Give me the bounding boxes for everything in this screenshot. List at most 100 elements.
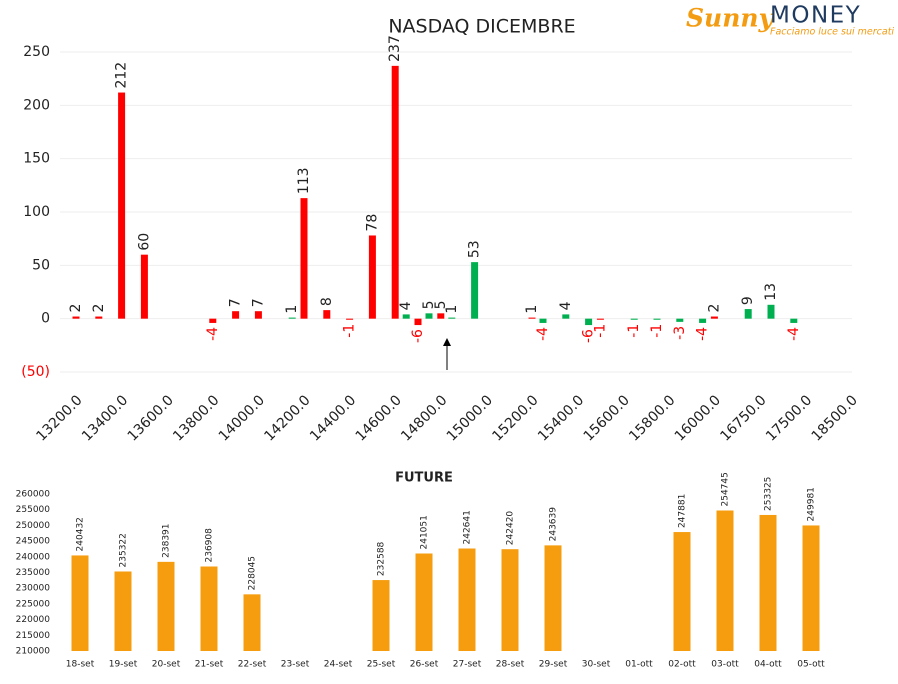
value-label: 235322	[119, 533, 129, 567]
y-tick-label: 210000	[16, 647, 51, 657]
y-tick-label: 250000	[16, 521, 51, 531]
logo-brand: Sunny	[686, 4, 775, 33]
value-label: 5	[421, 300, 437, 309]
value-label: 237	[387, 35, 403, 62]
bar	[415, 553, 433, 651]
value-label: 2	[68, 304, 84, 313]
value-label: 2	[706, 304, 722, 313]
value-label: -1	[342, 324, 358, 338]
value-label: -4	[786, 327, 802, 341]
value-label: 7	[228, 298, 244, 307]
bar	[414, 318, 422, 326]
bar	[744, 309, 752, 319]
x-tick-label: 18-set	[66, 660, 95, 670]
logo: Sunny MONEY Facciamo luce sui mercati	[686, 3, 894, 38]
value-label: 1	[524, 305, 540, 314]
x-tick-label: 18500.0	[809, 392, 861, 444]
bar	[471, 262, 479, 319]
value-label: -6	[581, 329, 597, 343]
bar	[676, 318, 684, 322]
value-label: 253325	[764, 477, 774, 511]
value-label: 113	[296, 167, 312, 194]
value-label: 7	[250, 298, 266, 307]
y-tick-label: (50)	[21, 364, 50, 380]
y-tick-label: 150	[23, 151, 50, 167]
value-label: 78	[364, 214, 380, 232]
bar	[243, 594, 261, 651]
logo-tagline: Facciamo luce sui mercati	[770, 27, 894, 38]
y-tick-label: 50	[32, 257, 50, 273]
value-label: 247881	[678, 494, 688, 528]
x-tick-label: 15400.0	[535, 392, 587, 444]
bar	[391, 65, 399, 319]
bar	[716, 510, 734, 651]
bar	[562, 314, 570, 319]
x-tick-label: 27-set	[453, 660, 482, 670]
bar	[699, 318, 707, 323]
value-label: 53	[467, 240, 483, 258]
x-tick-label: 19-set	[109, 660, 138, 670]
y-tick-label: 200	[23, 97, 50, 113]
y-tick-label: 235000	[16, 568, 51, 578]
x-tick-label: 14200.0	[261, 392, 313, 444]
logo-name: MONEY	[770, 3, 861, 29]
bar	[254, 311, 262, 319]
bar	[759, 514, 777, 651]
bar	[425, 313, 433, 319]
value-label: 242641	[463, 510, 473, 544]
y-tick-label: 225000	[16, 599, 51, 609]
bar	[448, 317, 456, 319]
bar	[402, 314, 410, 319]
bar	[140, 254, 148, 319]
value-label: -4	[695, 327, 711, 341]
x-tick-label: 21-set	[195, 660, 224, 670]
bar	[288, 317, 296, 319]
bar	[209, 318, 217, 323]
bar	[544, 545, 562, 651]
bar	[95, 316, 103, 319]
bar	[630, 318, 638, 320]
value-label: -4	[205, 327, 221, 341]
x-tick-label: 14600.0	[353, 392, 405, 444]
value-label: -1	[592, 324, 608, 338]
bar	[653, 318, 661, 320]
bar	[458, 548, 476, 651]
bar	[300, 198, 308, 319]
bar	[372, 580, 390, 651]
bar	[368, 235, 376, 319]
value-label: 249981	[807, 487, 817, 521]
x-tick-label: 13200.0	[33, 392, 85, 444]
value-label: 241051	[420, 515, 430, 549]
bar	[802, 525, 820, 651]
x-tick-label: 25-set	[367, 660, 396, 670]
x-tick-label: 15600.0	[581, 392, 633, 444]
x-tick-label: 04-ott	[754, 660, 782, 670]
value-label: 2	[91, 304, 107, 313]
chart-title: NASDAQ DICEMBRE	[388, 16, 575, 38]
value-label: 4	[558, 301, 574, 310]
bar	[118, 92, 126, 319]
x-tick-label: 26-set	[410, 660, 439, 670]
bar	[790, 318, 798, 323]
x-tick-label: 30-set	[582, 660, 611, 670]
value-label: 242420	[506, 511, 516, 546]
value-label: 254745	[721, 472, 731, 506]
y-tick-label: 250	[23, 44, 50, 60]
value-label: 238391	[162, 523, 172, 557]
bar	[200, 566, 218, 651]
value-label: 9	[740, 296, 756, 305]
y-tick-label: 255000	[16, 505, 51, 515]
value-label: 228045	[248, 556, 258, 590]
y-tick-label: 220000	[16, 615, 51, 625]
y-tick-label: 215000	[16, 631, 51, 641]
value-label: 232588	[377, 541, 387, 576]
y-tick-label: 0	[41, 311, 50, 327]
x-tick-label: 13400.0	[79, 392, 131, 444]
bar	[528, 317, 536, 319]
y-tick-label: 240000	[16, 552, 51, 562]
x-tick-label: 16000.0	[672, 392, 724, 444]
y-tick-label: 100	[23, 204, 50, 220]
bar	[323, 310, 331, 319]
bar	[767, 304, 775, 319]
x-tick-label: 05-ott	[797, 660, 825, 670]
